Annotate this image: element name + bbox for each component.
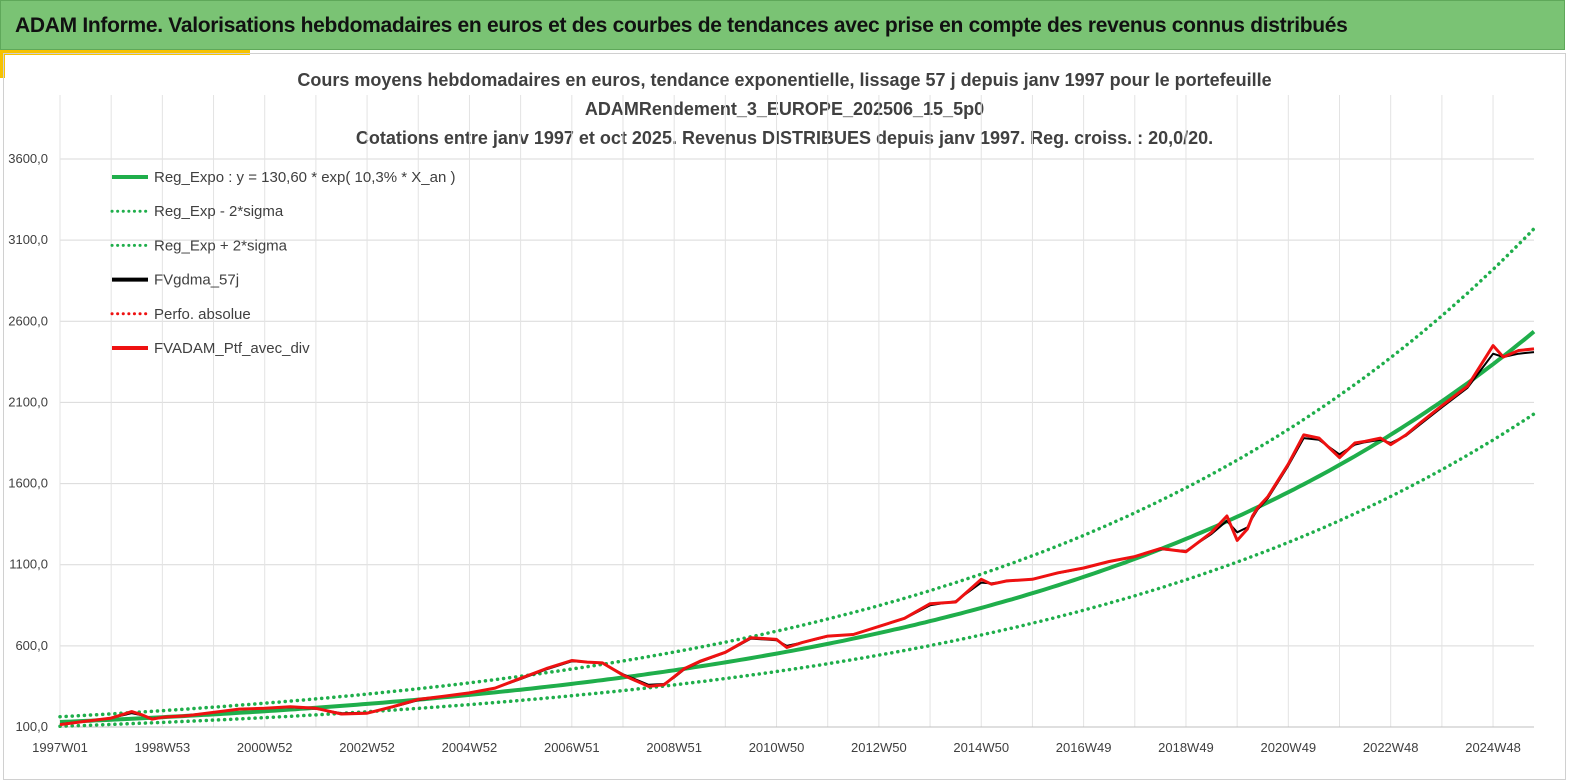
x-tick-label: 2010W50 [749, 740, 805, 755]
y-tick-label: 1600,0 [8, 476, 48, 491]
series-layer [58, 226, 1536, 729]
accent-bar [0, 50, 250, 55]
chart-title-line-3: Cotations entre janv 1997 et oct 2025. R… [355, 128, 1214, 148]
x-tick-label: 1997W01 [32, 740, 88, 755]
reg-expo-line [59, 330, 1536, 724]
legend-label: Reg_Expo : y = 130,60 * exp( 10,3% * X_a… [154, 169, 455, 186]
y-tick-label: 100,0 [15, 719, 48, 734]
reg-exp-plus-2sigma-line [58, 226, 1536, 719]
chart-legend: Reg_Expo : y = 130,60 * exp( 10,3% * X_a… [110, 169, 455, 357]
x-tick-label: 2002W52 [339, 740, 395, 755]
banner-title: ADAM Informe. Valorisations hebdomadaire… [15, 14, 1348, 37]
chart-title-line-1: Cours moyens hebdomadaires en euros, ten… [297, 70, 1272, 90]
y-tick-label: 2100,0 [8, 394, 48, 409]
y-axis: 100,0 600,0 1100,0 1600,0 2100,0 2600,0 3100,0… [8, 151, 48, 734]
legend-label: Reg_Exp + 2*sigma [154, 237, 288, 254]
x-tick-label: 2008W51 [646, 740, 702, 755]
y-tick-label: 600,0 [15, 638, 48, 653]
legend-label: FVADAM_Ptf_avec_div [154, 340, 310, 357]
y-tick-label: 3100,0 [8, 232, 48, 247]
x-tick-label: 2018W49 [1158, 740, 1214, 755]
chart-title-line-2: ADAMRendement_3_EUROPE_202506_15_5p0 [584, 99, 985, 119]
x-tick-label: 2016W49 [1056, 740, 1112, 755]
x-tick-label: 2012W50 [851, 740, 907, 755]
accent-left [0, 50, 5, 78]
y-tick-label: 1100,0 [9, 557, 48, 572]
x-tick-label: 2024W48 [1465, 740, 1521, 755]
x-tick-label: 2022W48 [1363, 740, 1419, 755]
y-tick-label: 3600,0 [8, 151, 48, 166]
fvadam-ptf-avec-div-line [59, 344, 1535, 727]
x-tick-label: 2014W50 [953, 740, 1009, 755]
legend-label: FVgdma_57j [154, 272, 239, 289]
x-tick-label: 2004W52 [442, 740, 498, 755]
x-tick-label: 2000W52 [237, 740, 293, 755]
x-tick-label: 1998W53 [135, 740, 191, 755]
chart-frame [3, 53, 1566, 780]
chart-grid [59, 95, 1534, 728]
header-banner: ADAM Informe. Valorisations hebdomadaire… [0, 0, 1565, 50]
x-tick-label: 2006W51 [544, 740, 600, 755]
legend-label: Reg_Exp - 2*sigma [154, 203, 284, 220]
legend-label: Perfo. absolue [154, 306, 251, 323]
y-tick-label: 2600,0 [8, 313, 48, 328]
x-tick-label: 2020W49 [1261, 740, 1317, 755]
reg-exp-minus-2sigma-line [58, 412, 1536, 729]
x-axis: 1997W01 1998W53 2000W52 2002W52 2004W52 2006W… [32, 726, 1534, 755]
